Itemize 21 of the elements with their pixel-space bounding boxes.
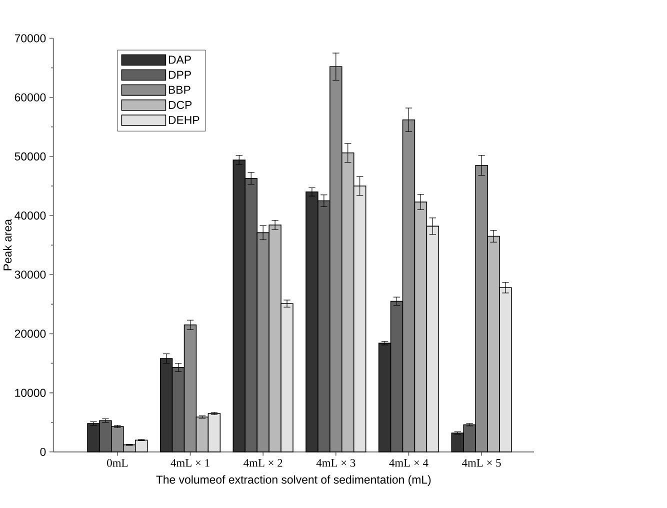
- y-tick-label: 30000: [14, 270, 46, 278]
- legend-label: DAP: [168, 56, 191, 64]
- y-tick-label: 70000: [14, 34, 46, 42]
- y-tick-label: 40000: [14, 211, 46, 220]
- y-tick-label: 0: [40, 448, 46, 456]
- x-axis-title: The volumeof extraction solvent of sedimentation (mL): [156, 475, 431, 486]
- y-tick-label: 10000: [15, 388, 46, 397]
- x-tick-label: 0mL: [107, 458, 128, 467]
- x-tick-label: 4mL × 5: [462, 458, 501, 467]
- legend-label: BBP: [168, 86, 190, 94]
- x-tick-label: 4mL × 2: [244, 458, 282, 466]
- y-tick-label: 50000: [14, 152, 46, 160]
- x-tick-label: 4mL × 1: [170, 458, 210, 466]
- y-tick-label: 60000: [14, 93, 46, 102]
- legend-label: DPP: [168, 70, 191, 79]
- legend-label: DCP: [168, 100, 192, 109]
- y-tick-label: 20000: [14, 329, 46, 338]
- x-tick-label: 4mL × 3: [316, 458, 356, 467]
- y-axis-title: Peak area: [3, 218, 12, 270]
- x-tick-label: 4mL × 4: [389, 458, 428, 466]
- legend-label: DEHP: [168, 116, 200, 124]
